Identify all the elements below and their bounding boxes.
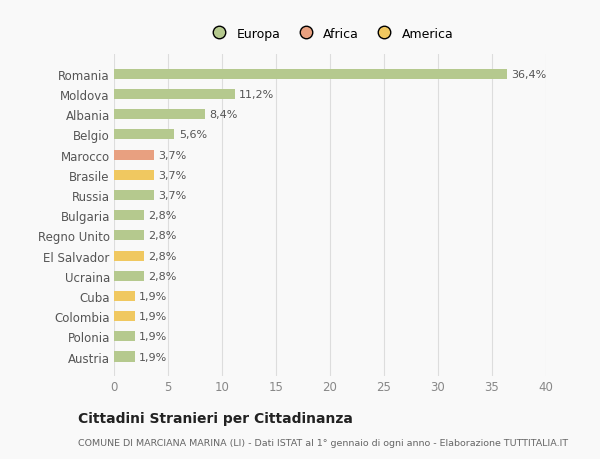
Text: 3,7%: 3,7%	[158, 150, 187, 160]
Bar	[114, 251, 144, 261]
Text: 11,2%: 11,2%	[239, 90, 275, 100]
Bar	[114, 190, 154, 201]
Text: 2,8%: 2,8%	[149, 211, 177, 221]
Text: 3,7%: 3,7%	[158, 190, 187, 201]
Text: 2,8%: 2,8%	[149, 271, 177, 281]
Bar	[114, 110, 205, 120]
Legend: Europa, Africa, America: Europa, Africa, America	[202, 23, 458, 46]
Bar	[114, 170, 154, 180]
Bar	[114, 70, 507, 80]
Text: Cittadini Stranieri per Cittadinanza: Cittadini Stranieri per Cittadinanza	[78, 411, 353, 425]
Text: 2,8%: 2,8%	[149, 251, 177, 261]
Bar	[114, 90, 235, 100]
Text: 5,6%: 5,6%	[179, 130, 207, 140]
Text: 36,4%: 36,4%	[511, 70, 547, 80]
Text: 3,7%: 3,7%	[158, 170, 187, 180]
Bar	[114, 211, 144, 221]
Text: 1,9%: 1,9%	[139, 291, 167, 301]
Text: 2,8%: 2,8%	[149, 231, 177, 241]
Text: 1,9%: 1,9%	[139, 331, 167, 341]
Bar	[114, 130, 175, 140]
Bar	[114, 291, 134, 302]
Text: COMUNE DI MARCIANA MARINA (LI) - Dati ISTAT al 1° gennaio di ogni anno - Elabora: COMUNE DI MARCIANA MARINA (LI) - Dati IS…	[78, 438, 568, 447]
Bar	[114, 311, 134, 321]
Bar	[114, 352, 134, 362]
Text: 8,4%: 8,4%	[209, 110, 238, 120]
Text: 1,9%: 1,9%	[139, 352, 167, 362]
Bar	[114, 231, 144, 241]
Bar	[114, 271, 144, 281]
Bar	[114, 150, 154, 160]
Text: 1,9%: 1,9%	[139, 312, 167, 321]
Bar	[114, 331, 134, 341]
